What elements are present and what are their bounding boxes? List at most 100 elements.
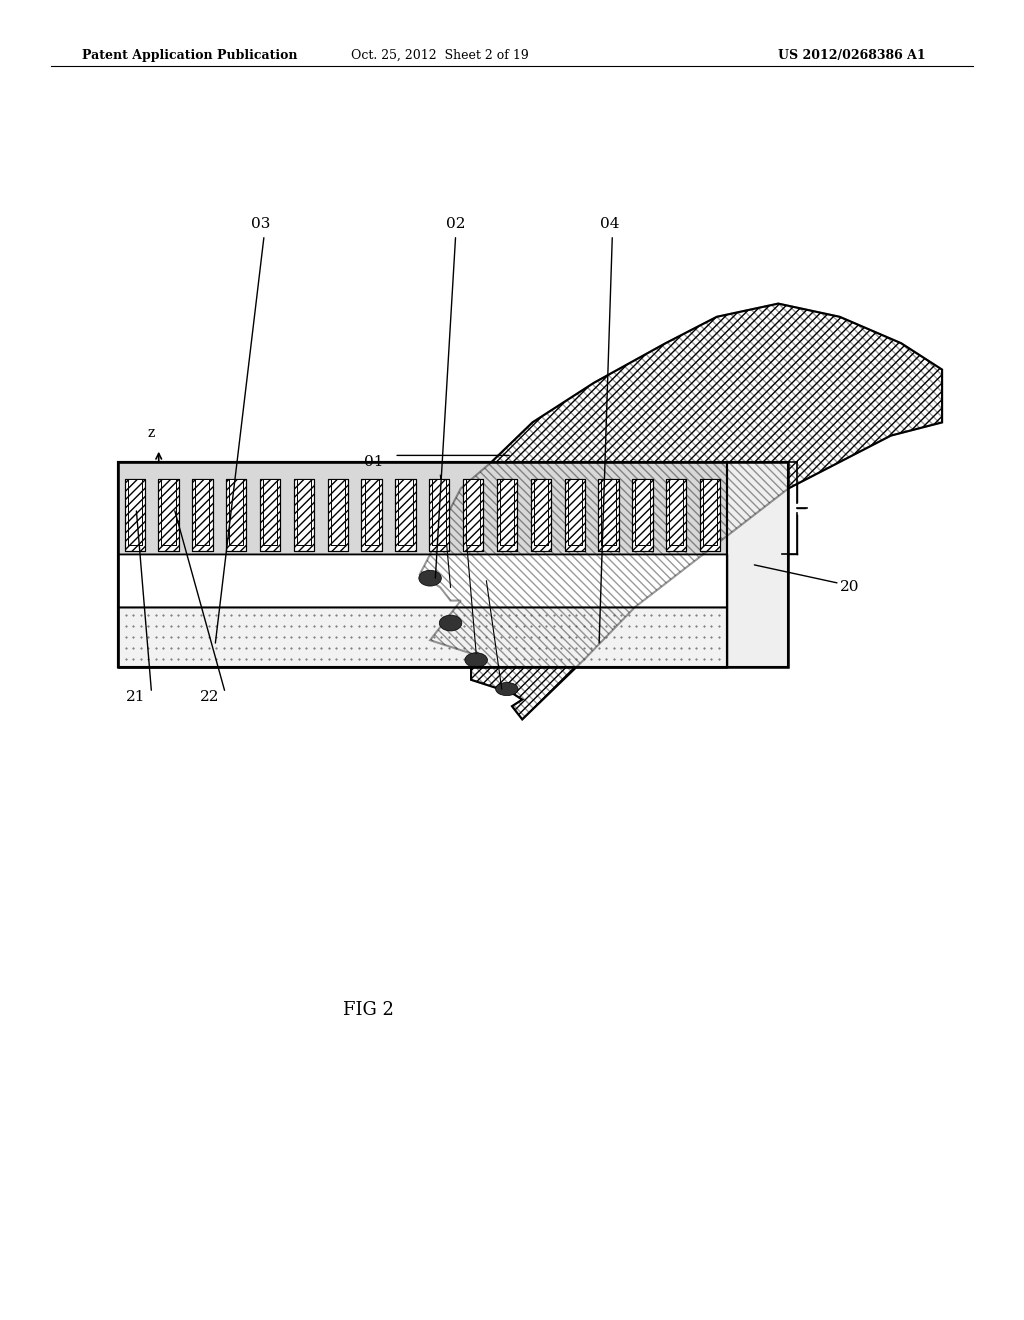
Bar bbox=[361, 479, 382, 550]
Text: 03: 03 bbox=[252, 218, 270, 231]
Bar bbox=[700, 479, 720, 550]
Text: x: x bbox=[220, 548, 228, 562]
Bar bbox=[365, 479, 379, 545]
Ellipse shape bbox=[439, 615, 462, 631]
Bar bbox=[118, 462, 727, 667]
Bar bbox=[700, 479, 720, 550]
Bar bbox=[395, 479, 416, 550]
Bar bbox=[196, 479, 210, 545]
Bar bbox=[118, 554, 727, 607]
Bar bbox=[125, 479, 144, 550]
Bar bbox=[328, 479, 348, 550]
Bar bbox=[432, 479, 446, 545]
Bar bbox=[118, 554, 727, 607]
Bar bbox=[118, 554, 727, 607]
Bar bbox=[125, 479, 144, 550]
Bar bbox=[331, 479, 345, 545]
Bar bbox=[118, 462, 727, 554]
Bar bbox=[564, 479, 585, 550]
Bar bbox=[118, 462, 727, 667]
Bar bbox=[601, 479, 615, 545]
Bar bbox=[294, 479, 314, 550]
Bar bbox=[727, 462, 788, 667]
Bar bbox=[328, 479, 348, 550]
Bar bbox=[703, 479, 717, 545]
Bar bbox=[263, 479, 278, 545]
Bar bbox=[159, 479, 179, 550]
Bar bbox=[118, 554, 727, 607]
Bar bbox=[118, 554, 727, 607]
Bar bbox=[497, 479, 517, 550]
Bar bbox=[159, 479, 179, 550]
Bar bbox=[700, 479, 720, 550]
Bar bbox=[635, 479, 649, 545]
Ellipse shape bbox=[419, 570, 441, 586]
Bar bbox=[328, 479, 348, 550]
Bar bbox=[703, 479, 717, 545]
Bar bbox=[263, 479, 278, 545]
Bar bbox=[567, 479, 582, 545]
Bar bbox=[162, 479, 176, 545]
Bar bbox=[635, 479, 649, 545]
Bar bbox=[500, 479, 514, 545]
Bar bbox=[429, 479, 450, 550]
Ellipse shape bbox=[496, 682, 518, 696]
Bar bbox=[530, 479, 551, 550]
Bar bbox=[229, 479, 244, 545]
Bar bbox=[128, 479, 141, 545]
Bar bbox=[466, 479, 480, 545]
Bar bbox=[534, 479, 548, 545]
Bar bbox=[669, 479, 683, 545]
Bar bbox=[297, 479, 311, 545]
Bar bbox=[530, 479, 551, 550]
Bar bbox=[193, 479, 213, 550]
Bar bbox=[162, 479, 176, 545]
Bar bbox=[294, 479, 314, 550]
Bar bbox=[564, 479, 585, 550]
Bar bbox=[118, 462, 788, 667]
Bar bbox=[598, 479, 618, 550]
Bar bbox=[666, 479, 686, 550]
Bar bbox=[193, 479, 213, 550]
Bar bbox=[260, 479, 281, 550]
Bar bbox=[395, 479, 416, 550]
Bar bbox=[398, 479, 413, 545]
Bar bbox=[294, 479, 314, 550]
Bar bbox=[226, 479, 247, 550]
Bar bbox=[398, 479, 413, 545]
Bar bbox=[429, 479, 450, 550]
Bar bbox=[297, 479, 311, 545]
Bar bbox=[632, 479, 652, 550]
Bar bbox=[727, 462, 788, 667]
Bar bbox=[598, 479, 618, 550]
Text: US 2012/0268386 A1: US 2012/0268386 A1 bbox=[778, 49, 926, 62]
Bar bbox=[365, 479, 379, 545]
Bar bbox=[632, 479, 652, 550]
Bar bbox=[118, 462, 727, 667]
Text: Patent Application Publication: Patent Application Publication bbox=[82, 49, 297, 62]
Bar bbox=[118, 462, 727, 554]
Bar bbox=[395, 479, 416, 550]
Bar bbox=[162, 479, 176, 545]
Text: 02: 02 bbox=[445, 218, 466, 231]
Bar bbox=[196, 479, 210, 545]
Bar bbox=[567, 479, 582, 545]
Bar bbox=[118, 554, 727, 607]
Bar bbox=[564, 479, 585, 550]
Bar bbox=[601, 479, 615, 545]
Bar bbox=[466, 479, 480, 545]
Bar bbox=[294, 479, 314, 550]
Bar bbox=[118, 462, 727, 554]
Bar bbox=[128, 479, 141, 545]
Bar bbox=[331, 479, 345, 545]
Bar bbox=[500, 479, 514, 545]
Bar bbox=[196, 479, 210, 545]
Bar bbox=[601, 479, 615, 545]
Bar bbox=[125, 479, 144, 550]
Bar bbox=[669, 479, 683, 545]
Bar bbox=[567, 479, 582, 545]
Bar bbox=[632, 479, 652, 550]
Polygon shape bbox=[420, 304, 942, 719]
Bar bbox=[669, 479, 683, 545]
Bar bbox=[466, 479, 480, 545]
